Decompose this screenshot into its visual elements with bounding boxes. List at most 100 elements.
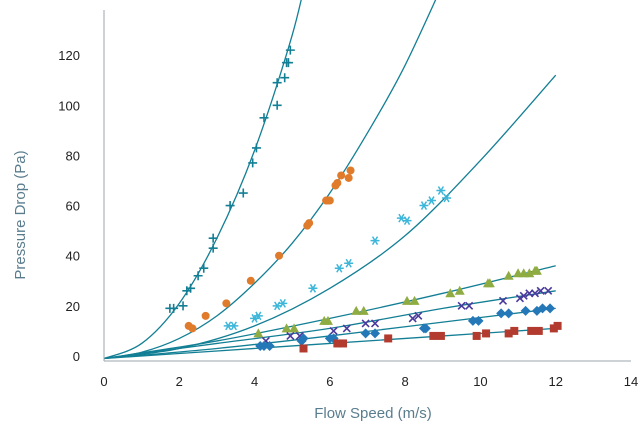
square-marker bbox=[504, 329, 513, 338]
plus-marker bbox=[186, 283, 196, 293]
y-tick-label: 40 bbox=[66, 249, 80, 264]
triangle-marker bbox=[484, 278, 495, 288]
asterisk-marker bbox=[344, 258, 354, 268]
square-marker bbox=[339, 339, 348, 348]
plus-marker bbox=[178, 301, 188, 311]
x-marker bbox=[329, 326, 338, 335]
diamond-marker bbox=[370, 328, 381, 339]
plus-marker bbox=[208, 243, 218, 253]
triangle-marker bbox=[351, 305, 362, 315]
square-marker bbox=[384, 334, 393, 343]
x-tick-label: 0 bbox=[100, 374, 107, 389]
asterisk-marker bbox=[253, 311, 263, 321]
x-tick-label: 10 bbox=[473, 374, 487, 389]
triangle-marker bbox=[281, 323, 292, 333]
x-marker bbox=[457, 301, 466, 310]
y-tick-label: 0 bbox=[73, 349, 80, 364]
circle-marker bbox=[201, 311, 210, 320]
asterisk-marker bbox=[334, 263, 344, 273]
square-marker bbox=[510, 326, 519, 335]
fit-curves bbox=[104, 0, 557, 360]
x-marker bbox=[544, 286, 553, 295]
x-marker bbox=[408, 314, 417, 323]
plus-marker bbox=[283, 58, 293, 68]
x-tick-labels: 0 2 4 6 8 10 12 14 bbox=[100, 374, 638, 389]
data-markers bbox=[165, 45, 562, 353]
asterisk-marker bbox=[402, 216, 412, 225]
plus-marker bbox=[225, 201, 235, 211]
asterisk-marker bbox=[436, 186, 446, 195]
x-axis-title: Flow Speed (m/s) bbox=[314, 405, 432, 422]
x-marker bbox=[519, 291, 528, 300]
square-marker bbox=[534, 326, 543, 335]
diamond-marker bbox=[537, 303, 548, 314]
square-marker bbox=[472, 331, 481, 340]
fit-curve bbox=[104, 265, 556, 360]
circle-marker bbox=[346, 166, 355, 175]
triangle-marker bbox=[358, 305, 369, 315]
plus-marker bbox=[259, 113, 269, 123]
x-tick-label: 14 bbox=[624, 374, 638, 389]
circle-marker bbox=[305, 219, 314, 228]
y-tick-label: 80 bbox=[66, 148, 80, 163]
diamond-marker bbox=[496, 308, 507, 319]
plus-marker bbox=[193, 271, 203, 281]
plus-marker bbox=[280, 73, 290, 83]
diamond-marker bbox=[264, 340, 275, 351]
circle-marker bbox=[222, 299, 231, 308]
y-axis-title: Pressure Drop (Pa) bbox=[12, 150, 29, 279]
x-tick-label: 4 bbox=[251, 374, 258, 389]
x-marker bbox=[465, 301, 474, 310]
triangle-marker bbox=[253, 328, 264, 338]
x-marker bbox=[414, 311, 423, 320]
y-tick-label: 120 bbox=[58, 48, 80, 63]
triangle-marker bbox=[454, 285, 465, 295]
plus-marker bbox=[208, 233, 218, 243]
circle-marker bbox=[188, 324, 197, 333]
triangle-marker bbox=[503, 270, 514, 280]
diamond-marker bbox=[467, 315, 478, 326]
square-marker bbox=[482, 329, 491, 338]
square-marker bbox=[553, 321, 562, 330]
triangle-marker bbox=[402, 295, 413, 305]
x-marker bbox=[370, 319, 380, 328]
asterisk-marker bbox=[278, 298, 288, 308]
x-marker bbox=[498, 296, 508, 305]
diamond-marker bbox=[360, 328, 371, 339]
y-tick-labels: 0 20 40 60 80 100 120 bbox=[58, 48, 80, 364]
circle-marker bbox=[275, 251, 284, 260]
circle-marker bbox=[333, 178, 342, 187]
x-marker bbox=[342, 324, 351, 333]
asterisk-marker bbox=[229, 321, 239, 331]
plus-marker bbox=[199, 263, 209, 273]
diamond-marker bbox=[420, 323, 431, 334]
diamond-marker bbox=[503, 308, 514, 319]
x-marker bbox=[536, 286, 545, 295]
asterisk-marker bbox=[442, 193, 452, 203]
square-marker bbox=[527, 326, 536, 335]
plus-marker bbox=[238, 188, 248, 198]
x-marker bbox=[515, 294, 525, 303]
triangle-marker bbox=[531, 265, 542, 275]
triangle-marker bbox=[524, 268, 535, 278]
fit-curve bbox=[104, 290, 556, 360]
x-tick-label: 6 bbox=[326, 374, 333, 389]
square-marker bbox=[299, 344, 308, 353]
plus-marker bbox=[272, 100, 282, 110]
asterisk-marker bbox=[370, 236, 380, 246]
plus-marker bbox=[285, 45, 295, 55]
diamond-marker bbox=[258, 340, 269, 351]
fit-curve bbox=[104, 0, 302, 360]
diamond-marker bbox=[298, 333, 309, 344]
circle-marker bbox=[246, 276, 255, 285]
x-marker bbox=[530, 289, 540, 298]
x-tick-label: 12 bbox=[548, 374, 562, 389]
y-tick-label: 60 bbox=[66, 199, 80, 214]
triangle-marker bbox=[445, 288, 456, 298]
diamond-marker bbox=[473, 315, 484, 326]
diamond-marker bbox=[520, 305, 531, 316]
fit-curve bbox=[104, 0, 437, 360]
x-marker bbox=[286, 331, 295, 340]
x-tick-label: 2 bbox=[176, 374, 183, 389]
diamond-marker bbox=[545, 303, 556, 314]
